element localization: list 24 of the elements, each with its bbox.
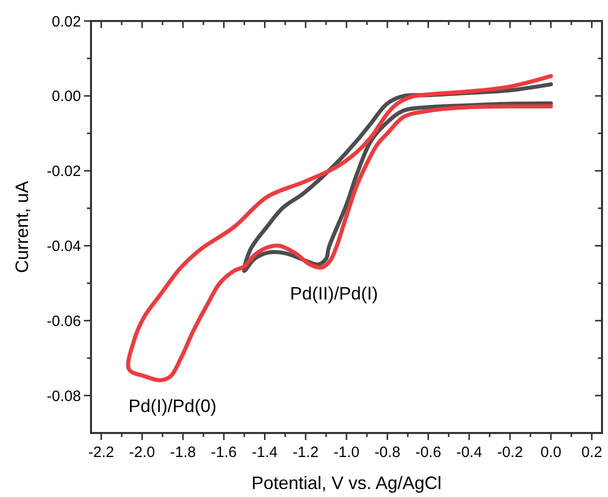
x-tick-label: -1.4: [252, 444, 278, 461]
x-tick-label: -2.0: [129, 444, 156, 461]
y-tick-label: -0.02: [46, 163, 81, 180]
x-tick-label: 0.0: [540, 444, 562, 461]
line-series: [126, 74, 553, 382]
x-tick-label: 0.2: [581, 444, 602, 461]
y-tick-label: -0.06: [46, 312, 81, 330]
x-tick-label: -2.2: [88, 444, 114, 461]
x-tick-label: -1.8: [170, 444, 196, 461]
y-axis-title: Current, uA: [12, 180, 32, 274]
y-tick-label: 0.00: [52, 88, 81, 106]
x-axis-title: Potential, V vs. Ag/AgCl: [251, 473, 442, 493]
x-tick-label: -0.2: [497, 444, 523, 461]
x-tick-label: -1.6: [210, 444, 237, 461]
y-tick-label: -0.04: [46, 238, 81, 255]
y-tick-label: -0.08: [46, 388, 81, 405]
x-tick-label: -0.6: [415, 444, 442, 461]
x-tick-label: -0.8: [374, 444, 400, 461]
annotation: Pd(II)/Pd(I): [290, 283, 378, 304]
x-tick-label: -1.0: [334, 444, 360, 461]
x-tick-label: -0.4: [456, 444, 482, 461]
x-tick-label: -1.2: [292, 444, 319, 461]
y-tick-label: 0.02: [52, 13, 81, 30]
annotation: Pd(I)/Pd(0): [128, 396, 217, 416]
